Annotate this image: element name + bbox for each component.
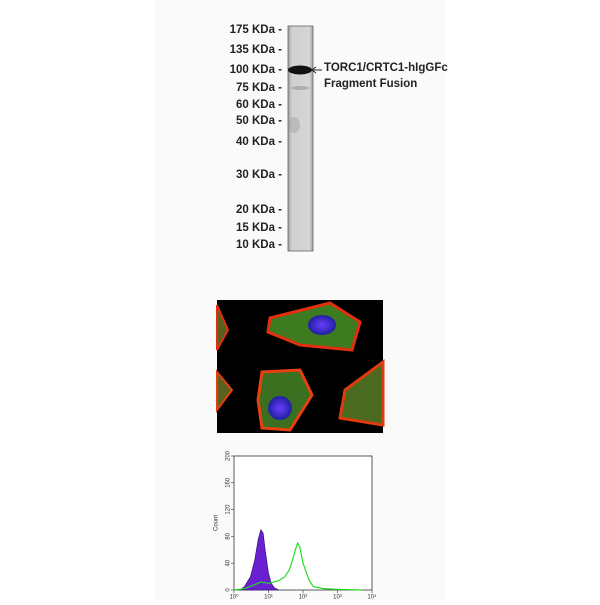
x-tick-label: 10³ [333, 595, 342, 600]
y-tick-label: 40 [226, 559, 232, 566]
x-tick-label: 10⁰ [229, 594, 239, 600]
marker-label: 135 KDa - [230, 44, 283, 56]
blot-band [288, 65, 312, 75]
x-tick-label: 10² [299, 595, 308, 600]
cell [216, 304, 230, 351]
marker-label: 175 KDa - [230, 24, 283, 36]
histogram-area [239, 528, 280, 591]
arrow-head [311, 66, 317, 74]
nucleus [308, 315, 336, 335]
y-axis-label: Count [214, 515, 220, 531]
y-tick-label: 200 [226, 450, 232, 461]
histogram: 0 40 80 120 160 200 10⁰ 10¹ 10² 10³ 10⁴ [226, 450, 377, 600]
marker-label: 50 KDa - [236, 115, 282, 127]
marker-label: 75 KDa - [236, 82, 282, 94]
blot-lane [287, 25, 314, 252]
blot-faint [291, 86, 309, 90]
cell [216, 369, 234, 413]
marker-label: 30 KDa - [236, 169, 282, 181]
x-tick-label: 10⁴ [367, 594, 377, 600]
nucleus [268, 396, 292, 420]
x-tick-label: 10¹ [264, 595, 273, 600]
y-tick-label: 160 [226, 477, 232, 488]
blot-smear [288, 117, 300, 133]
annotation: Fragment Fusion [324, 78, 417, 90]
marker-label: 20 KDa - [236, 204, 282, 216]
marker-labels: 175 KDa - 135 KDa - 100 KDa - 75 KDa - 60 KD… [230, 24, 283, 251]
histogram-line [233, 541, 362, 591]
marker-label: 40 KDa - [236, 136, 282, 148]
marker-label: 100 KDa - [230, 64, 283, 76]
y-tick-label: 0 [226, 588, 232, 592]
y-tick-label: 120 [226, 504, 232, 515]
y-tick-label: 80 [226, 532, 232, 539]
microscopy-image [216, 300, 385, 433]
cell [338, 359, 385, 427]
marker-label: 10 KDa - [236, 239, 282, 251]
marker-label: 60 KDa - [236, 99, 282, 111]
annotation: TORC1/CRTC1-hIgGFc [324, 62, 448, 74]
marker-label: 15 KDa - [236, 222, 282, 234]
